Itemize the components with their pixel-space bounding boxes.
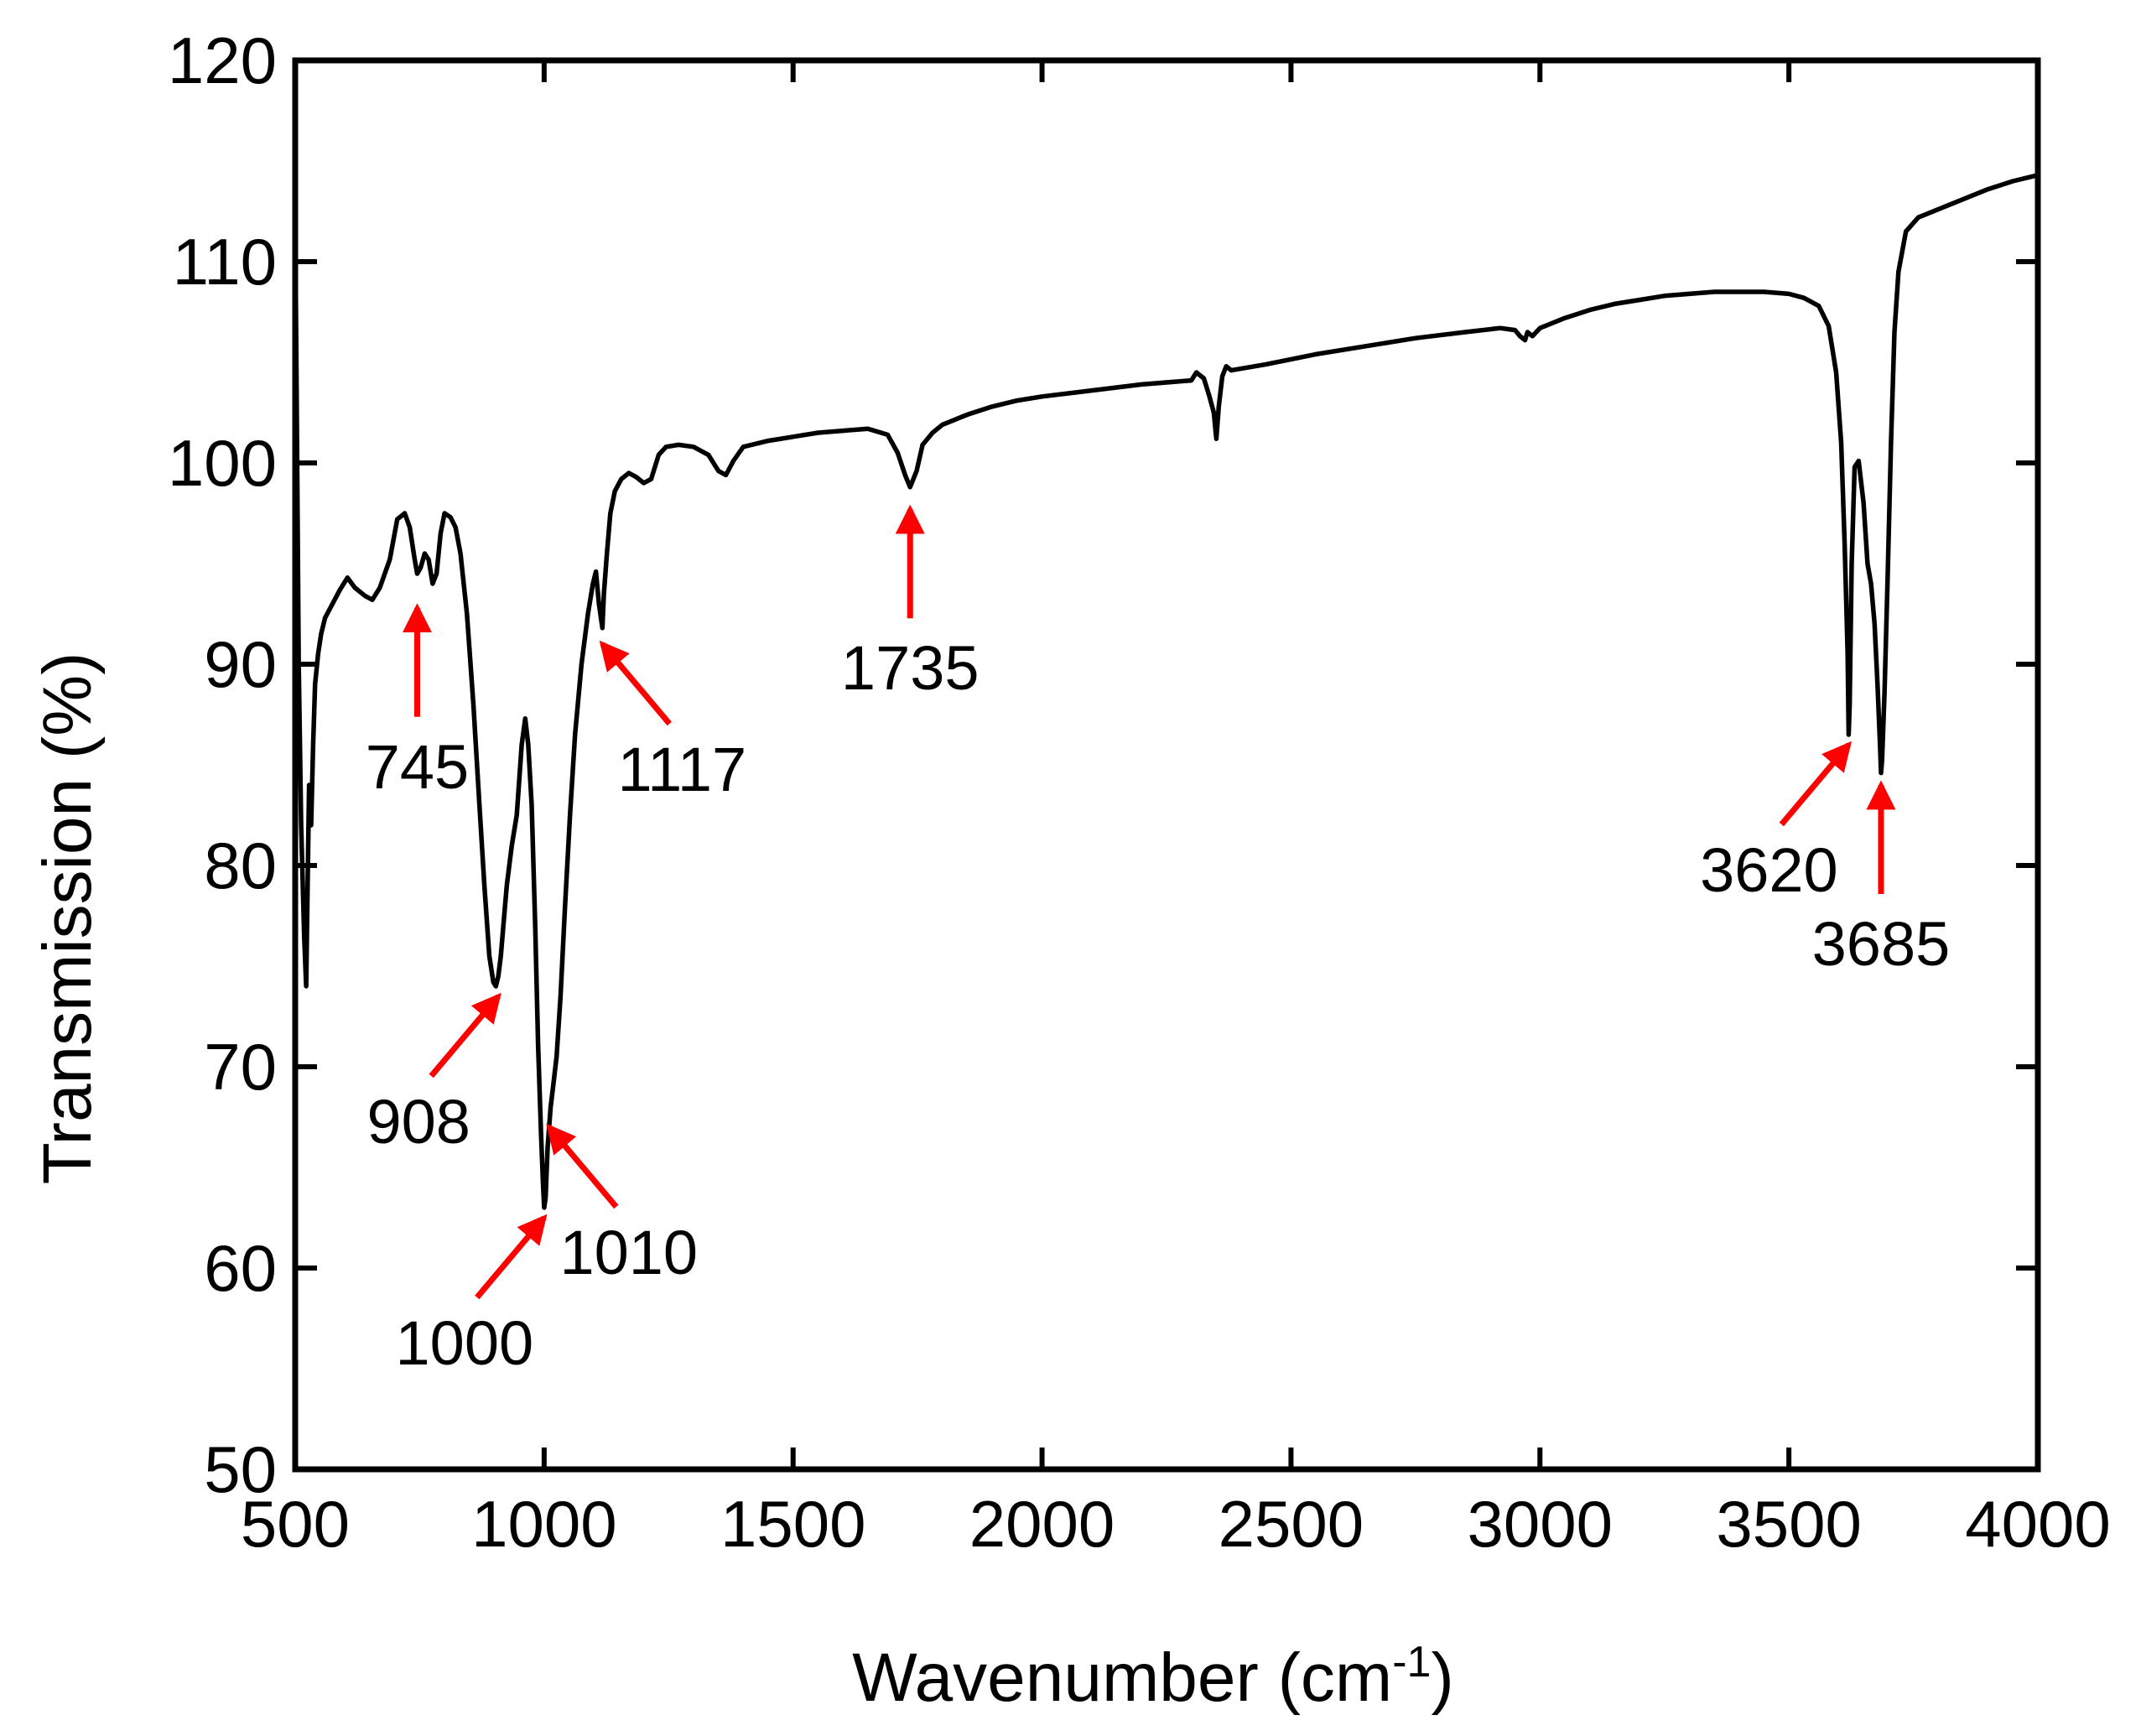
y-axis-title: Transmission (%) [29, 652, 106, 1185]
peak-arrow-1010 [546, 1123, 619, 1209]
x-tick-label: 3000 [1468, 1487, 1614, 1561]
x-tick-label: 1000 [471, 1487, 617, 1561]
y-tick-label: 80 [204, 829, 277, 902]
y-tick-label: 110 [173, 225, 277, 299]
x-axis-title-main: Wavenumber (cm [852, 1640, 1392, 1716]
axes-group: 500 1000 1500 2000 2500 3000 3500 4000 50 60 70 80 9… [168, 23, 2111, 1561]
x-tick-label: 3500 [1716, 1487, 1862, 1561]
spectrum-line-group [293, 173, 2039, 1210]
peak-arrow-1117 [599, 640, 672, 726]
x-axis-title-superscript: -1 [1392, 1638, 1431, 1687]
spectrum-series-line [293, 173, 2039, 1210]
y-tick-label: 90 [204, 627, 277, 701]
peak-label-1117: 1117 [618, 735, 747, 804]
peak-label-1010: 1010 [559, 1218, 698, 1287]
peak-label-1735: 1735 [841, 633, 980, 703]
y-tick-label: 120 [168, 23, 277, 97]
y-tick-label: 60 [204, 1231, 277, 1305]
x-tick-label: 1500 [720, 1487, 866, 1561]
peak-label-908: 908 [367, 1087, 470, 1156]
y-tick-label: 50 [204, 1432, 277, 1506]
peak-label-3620: 3620 [1700, 835, 1838, 905]
peak-arrow-3620 [1779, 741, 1852, 827]
x-axis-title: Wavenumber (cm-1) [852, 1638, 1454, 1716]
peak-label-1000: 1000 [396, 1308, 534, 1378]
y-tick-label: 100 [168, 426, 277, 500]
peak-arrow-1000 [475, 1214, 548, 1300]
y-tick-label: 70 [204, 1030, 277, 1104]
x-tick-label: 2500 [1219, 1487, 1364, 1561]
peak-arrow-908 [429, 992, 501, 1079]
x-tick-label: 2000 [969, 1487, 1115, 1561]
plot-frame [292, 57, 2041, 1473]
x-axis-title-close: ) [1431, 1640, 1453, 1716]
peak-label-745: 745 [366, 732, 469, 802]
peak-label-3685: 3685 [1812, 909, 1951, 979]
x-tick-label: 4000 [1965, 1487, 2111, 1561]
x-tick-label: 500 [241, 1487, 350, 1561]
